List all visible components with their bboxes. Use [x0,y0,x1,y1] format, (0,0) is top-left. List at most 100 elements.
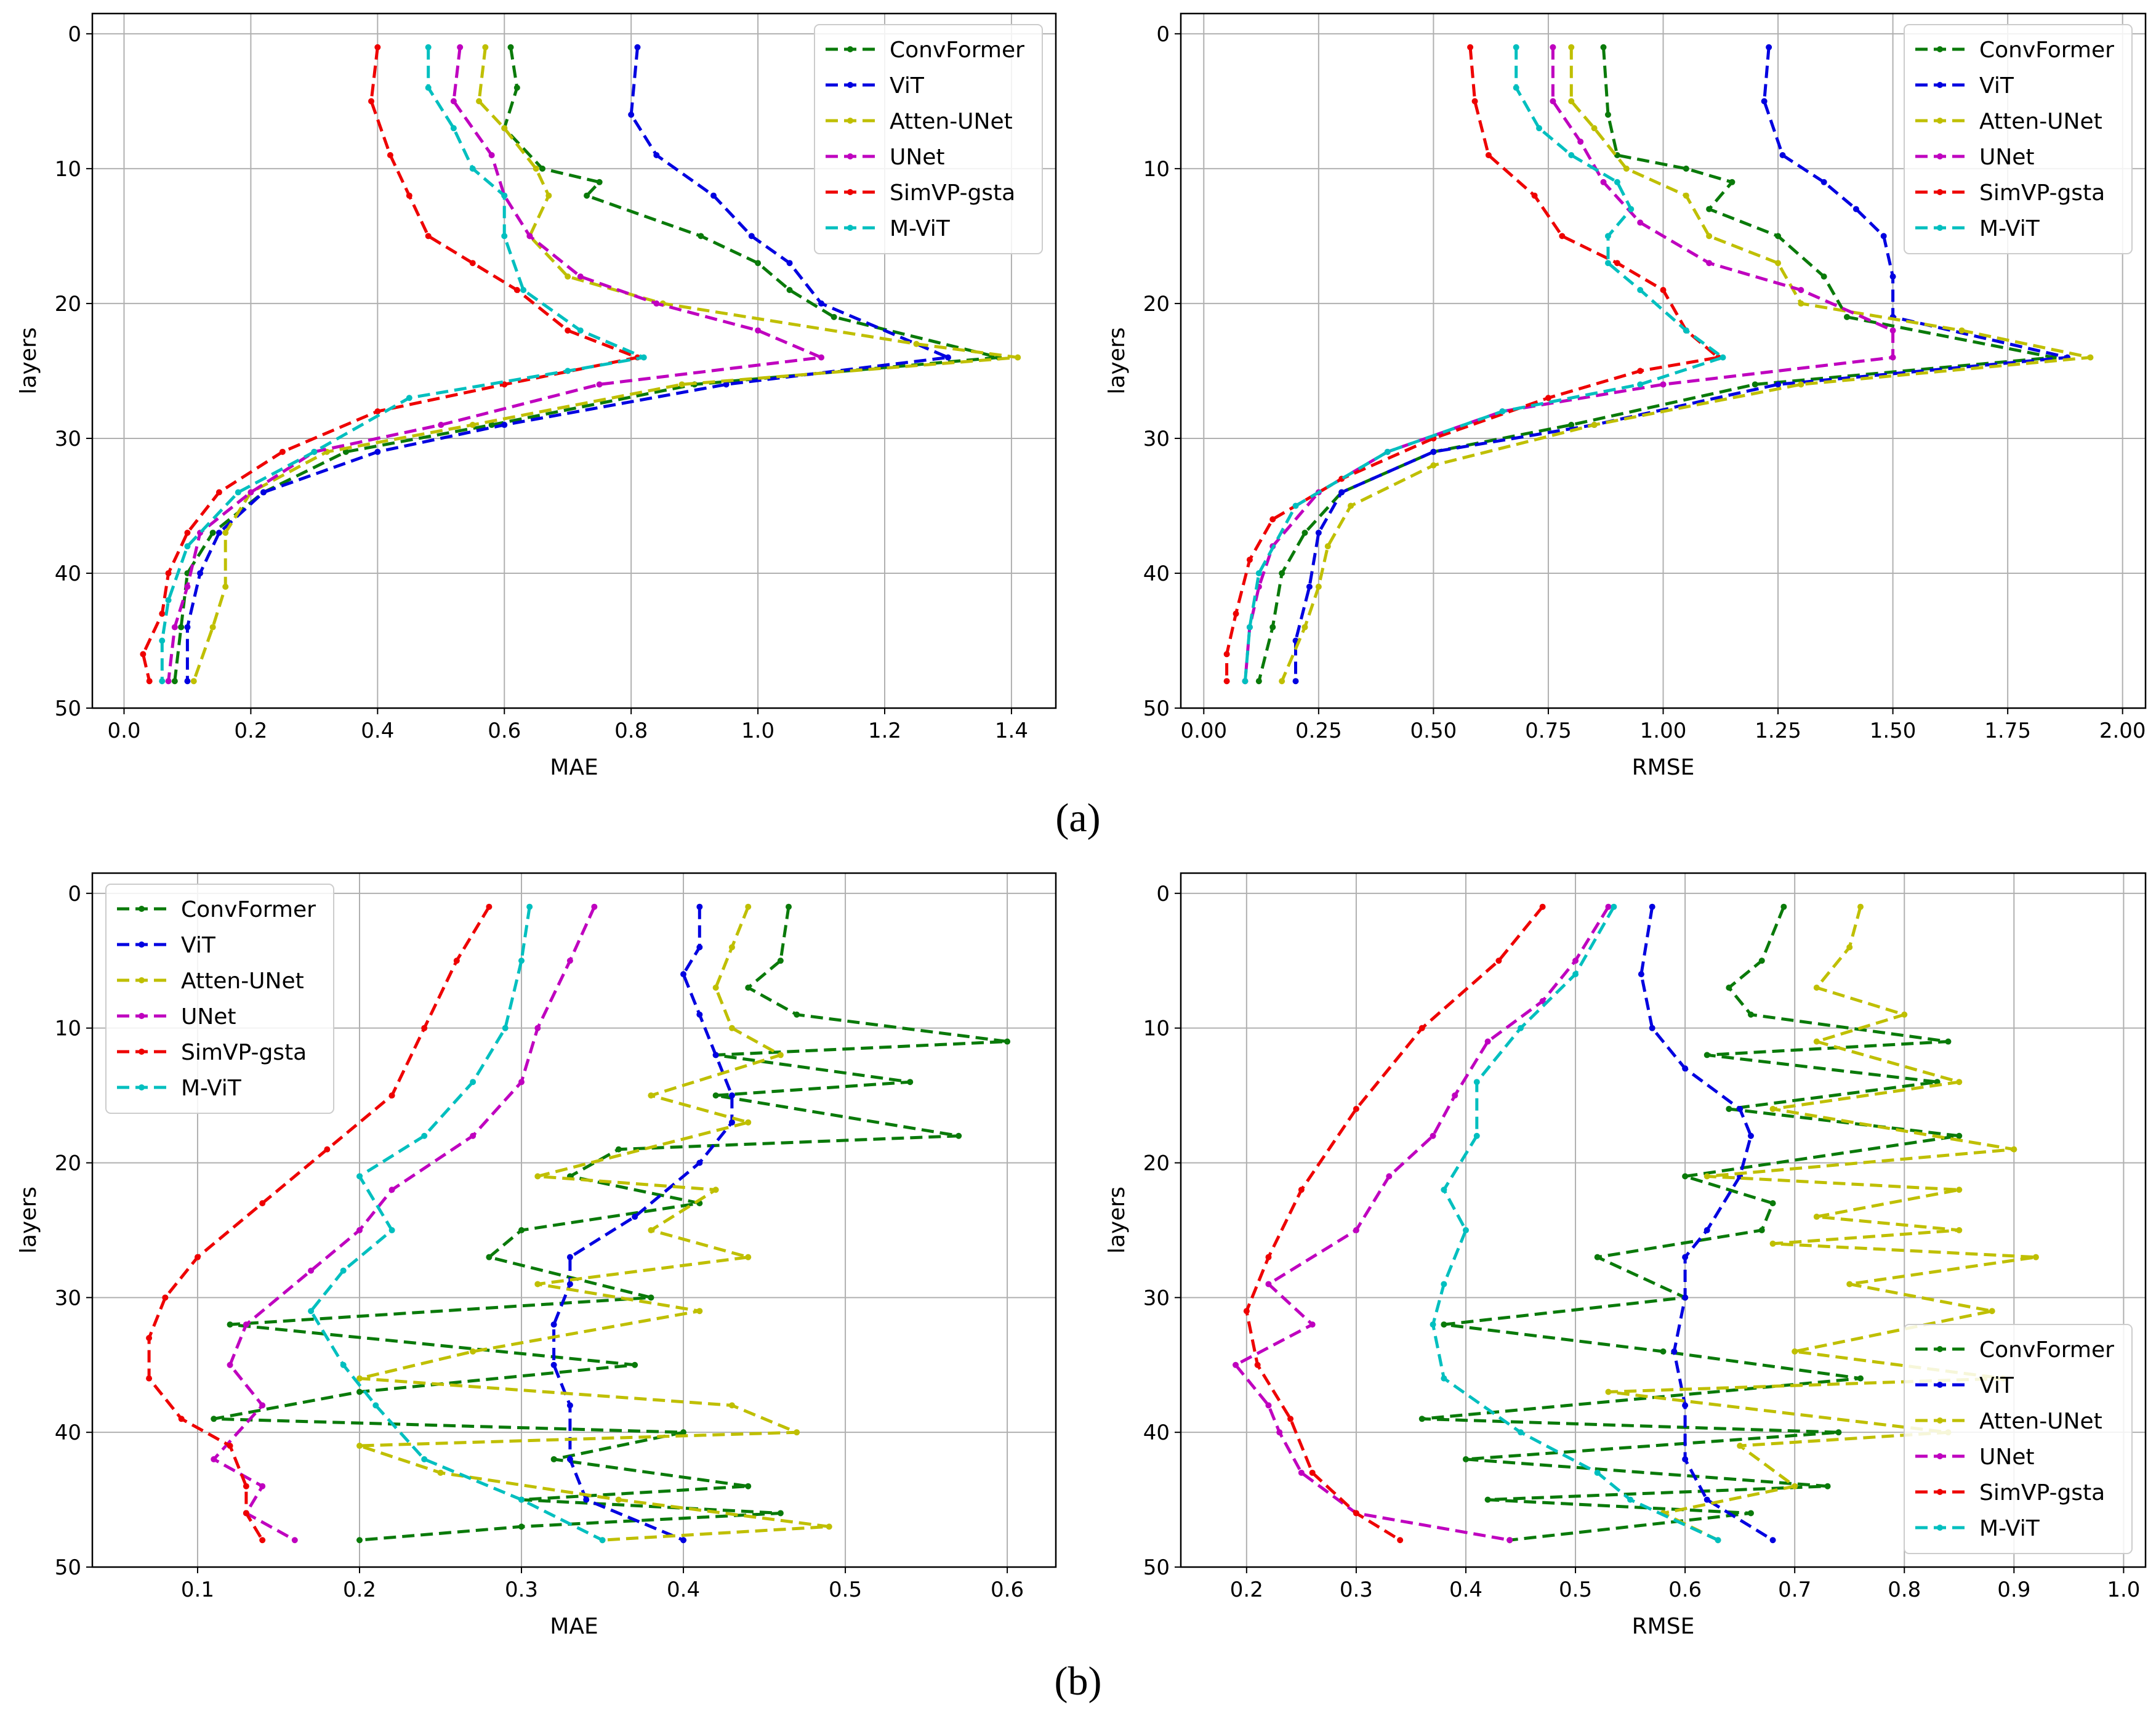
x-tick-label: 0.3 [1340,1578,1373,1602]
legend-marker-unet [1937,153,1943,159]
data-point-vit [583,1496,590,1503]
legend-box [1904,24,2133,254]
data-point-convformer [680,1429,687,1436]
legend-label-convformer: ConvFormer [1979,38,2114,63]
y-tick-label: 20 [55,1151,81,1175]
data-point-unet [1430,1132,1436,1139]
data-point-vit [1852,206,1859,212]
data-point-vit [1779,151,1786,158]
data-point-simvp-gsta [259,1537,266,1544]
data-point-unet [577,273,584,280]
data-point-m-vit [1628,206,1635,212]
data-point-convformer [1780,903,1787,910]
data-point-simvp-gsta [324,1146,331,1153]
data-point-vit [1747,1132,1754,1139]
data-point-atten-unet [1301,624,1308,631]
data-point-simvp-gsta [140,651,147,658]
x-tick-label: 0.4 [361,719,394,743]
data-point-vit [1338,489,1345,496]
data-point-atten-unet [545,192,552,199]
data-point-vit [710,192,717,199]
data-point-atten-unet [1348,502,1354,509]
data-point-unet [1265,1402,1272,1409]
chart-a-rmse: 0.00 0.25 0.50 0.75 1.00 1.25 1.50 1.75 2.00 0 10 2… [1104,12,2147,780]
data-point-simvp-gsta [162,1294,169,1301]
data-point-convformer [1279,570,1285,576]
data-point-convformer [755,260,762,267]
y-axis-label: layers [16,1187,41,1254]
data-point-atten-unet [534,1281,541,1288]
data-point-atten-unet [1846,944,1853,951]
data-point-atten-unet [1568,44,1575,50]
legend-label-unet: UNet [890,145,945,170]
legend-label-m-vit: M-ViT [1979,1516,2040,1541]
data-point-convformer [178,624,185,631]
data-point-m-vit [184,543,191,550]
data-point-atten-unet [190,678,197,685]
data-point-simvp-gsta [453,957,460,964]
x-tick-label: 1.75 [1984,719,2031,743]
legend-marker-m-vit [847,225,853,231]
series-line-m-vit [1244,47,1724,682]
data-point-atten-unet [469,422,476,429]
data-point-unet [1798,287,1804,294]
data-point-m-vit [356,1173,363,1180]
data-point-vit [1889,273,1896,280]
data-point-vit [1737,1105,1744,1112]
data-point-atten-unet [1769,1240,1776,1247]
data-point-atten-unet [1706,233,1713,240]
data-point-unet [591,903,598,910]
legend-label-m-vit: M-ViT [181,1076,242,1101]
data-point-convformer [1729,179,1736,185]
legend-marker-simvp-gsta [139,1049,145,1055]
x-tick-label: 0.75 [1525,719,1572,743]
data-point-convformer [1594,1254,1601,1260]
data-point-atten-unet [1813,1038,1820,1045]
data-point-unet [211,1456,217,1462]
data-point-convformer [1441,1321,1447,1328]
data-point-atten-unet [777,1052,784,1058]
data-point-unet [388,1187,395,1193]
legend-marker-convformer [139,906,145,912]
data-point-atten-unet [712,985,719,991]
data-point-convformer [1568,422,1575,429]
data-point-atten-unet [437,1469,444,1476]
data-point-simvp-gsta [259,1200,266,1207]
data-point-vit [1671,1348,1678,1355]
series-line-vit [185,47,950,682]
data-point-convformer [955,1132,962,1139]
legend-label-simvp-gsta: SimVP-gsta [1979,180,2105,206]
data-point-m-vit [520,287,527,294]
data-point-atten-unet [1792,1483,1798,1489]
data-point-m-vit [1611,903,1617,910]
data-point-m-vit [1441,1375,1447,1382]
legend-marker-m-vit [1937,225,1943,231]
data-point-vit [634,44,641,50]
data-point-convformer [596,179,603,185]
data-point-convformer [1462,1456,1469,1462]
data-point-atten-unet [1623,165,1630,172]
data-point-unet [1539,998,1546,1004]
data-point-m-vit [450,125,457,132]
legend-label-m-vit: M-ViT [890,216,951,241]
data-point-vit [374,448,381,455]
legend-marker-simvp-gsta [847,189,853,195]
data-point-vit [184,678,191,685]
data-point-m-vit [501,233,508,240]
data-point-simvp-gsta [1467,44,1474,50]
data-point-atten-unet [476,98,483,105]
series-line-simvp-gsta [1225,47,1720,682]
legend-label-convformer: ConvFormer [181,897,316,922]
x-tick-label: 0.5 [829,1578,862,1602]
data-point-simvp-gsta [513,287,520,294]
data-point-m-vit [159,678,166,685]
data-point-convformer [1682,1173,1689,1180]
data-point-atten-unet [565,273,571,280]
data-point-vit [1306,583,1313,590]
y-tick-label: 20 [55,292,81,316]
data-point-atten-unet [470,1348,477,1355]
data-point-m-vit [599,1537,606,1544]
caption-b: (b) [1055,1659,1102,1704]
data-point-simvp-gsta [227,1443,233,1449]
